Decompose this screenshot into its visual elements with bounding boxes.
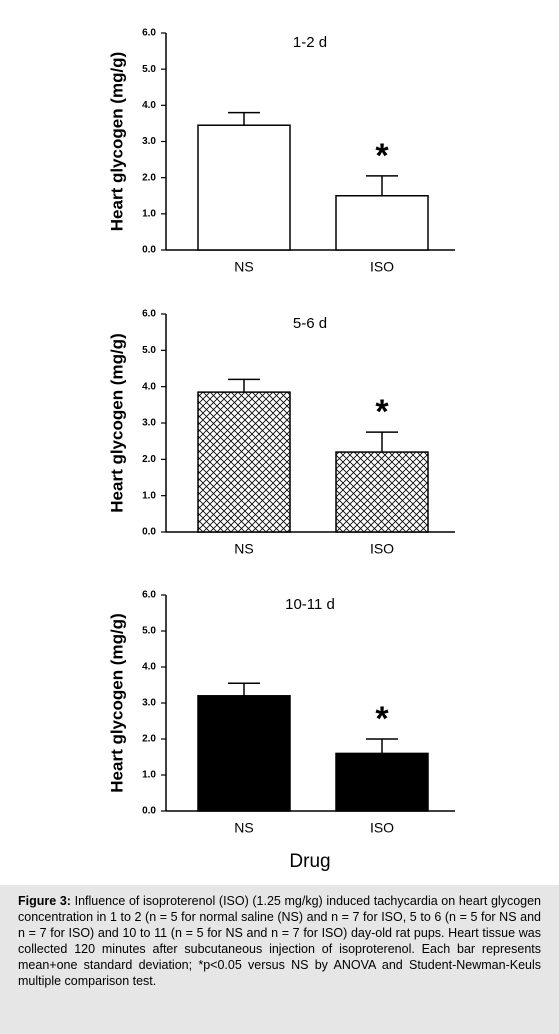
panel-title: 5-6 d [293,315,327,332]
significance-mark: * [375,393,389,431]
x-tick-label: NS [234,820,253,836]
panel-title: 1-2 d [293,34,327,51]
y-tick-label: 6.0 [142,309,156,320]
bar [197,391,291,533]
y-tick-label: 1.0 [142,490,156,501]
y-tick-label: 0.0 [142,527,156,538]
y-tick-label: 5.0 [142,345,156,356]
bar [197,695,291,812]
y-tick-label: 0.0 [142,806,156,817]
y-tick-label: 2.0 [142,454,156,465]
caption-label: Figure 3: [18,894,71,908]
y-tick-label: 6.0 [142,28,156,39]
y-tick-label: 3.0 [142,698,156,709]
y-tick-label: 1.0 [142,208,156,219]
y-tick-label: 6.0 [142,590,156,601]
bar [197,124,291,251]
y-axis-label: Heart glycogen (mg/g) [107,52,126,231]
y-tick-label: 5.0 [142,626,156,637]
x-tick-label: ISO [370,541,394,557]
y-axis-label: Heart glycogen (mg/g) [107,333,126,512]
x-axis-label: Drug [289,851,330,872]
y-tick-label: 2.0 [142,734,156,745]
y-tick-label: 2.0 [142,172,156,183]
y-tick-label: 0.0 [142,245,156,256]
y-tick-label: 4.0 [142,662,156,673]
y-tick-label: 4.0 [142,100,156,111]
figure: 1-2 d Heart glycogen (mg/g) 0.0 1.0 2.0 3.0 4.… [107,28,455,872]
x-tick-label: NS [234,259,253,275]
y-tick-label: 4.0 [142,381,156,392]
x-tick-label: NS [234,541,253,557]
y-tick-label: 3.0 [142,418,156,429]
bar [335,752,429,812]
significance-mark: * [375,700,389,738]
significance-mark: * [375,137,389,175]
bar [335,195,429,251]
y-tick-label: 1.0 [142,770,156,781]
caption-text: Influence of isoproterenol (ISO) (1.25 m… [18,894,541,988]
panel-title: 10-11 d [285,596,335,613]
y-tick-label: 5.0 [142,64,156,75]
y-tick-label: 3.0 [142,136,156,147]
y-axis-label: Heart glycogen (mg/g) [107,613,126,792]
x-tick-label: ISO [370,820,394,836]
bar [335,451,429,533]
caption: Figure 3: Influence of isoproterenol (IS… [0,885,559,1034]
x-tick-label: ISO [370,259,394,275]
